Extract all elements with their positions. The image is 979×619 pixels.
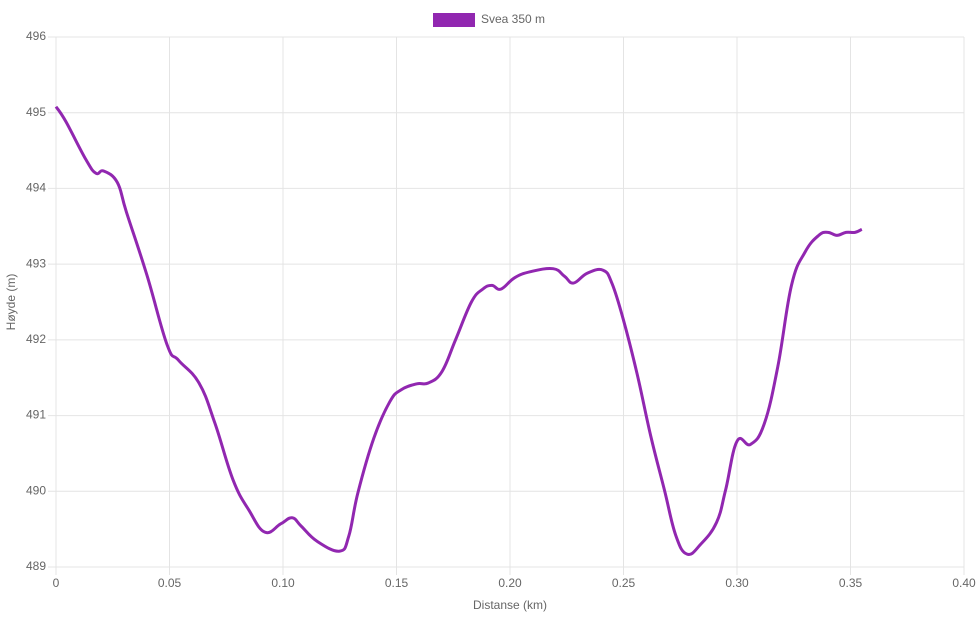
y-axis-title: Høyde (m) <box>4 274 18 331</box>
x-tick-label: 0.35 <box>839 576 863 590</box>
y-tick-label: 495 <box>26 105 46 119</box>
x-tick-label: 0.20 <box>498 576 522 590</box>
x-tick-label: 0.30 <box>725 576 749 590</box>
line <box>54 105 863 556</box>
x-tick-label: 0.10 <box>271 576 295 590</box>
legend-label: Svea 350 m <box>481 12 545 26</box>
y-tick-label: 492 <box>26 332 46 346</box>
x-axis-title: Distanse (km) <box>473 598 547 612</box>
y-tick-label: 491 <box>26 408 46 422</box>
x-tick-label: 0.25 <box>612 576 636 590</box>
x-tick-label: 0 <box>53 576 60 590</box>
y-tick-label: 490 <box>26 483 46 497</box>
y-tick-label: 494 <box>26 181 46 195</box>
y-tick-label: 489 <box>26 559 46 573</box>
y-tick-label: 493 <box>26 256 46 270</box>
y-tick-label: 496 <box>26 29 46 43</box>
x-tick-label: 0.40 <box>952 576 976 590</box>
x-tick-label: 0.05 <box>158 576 182 590</box>
legend-swatch <box>433 13 475 27</box>
x-tick-label: 0.15 <box>385 576 409 590</box>
